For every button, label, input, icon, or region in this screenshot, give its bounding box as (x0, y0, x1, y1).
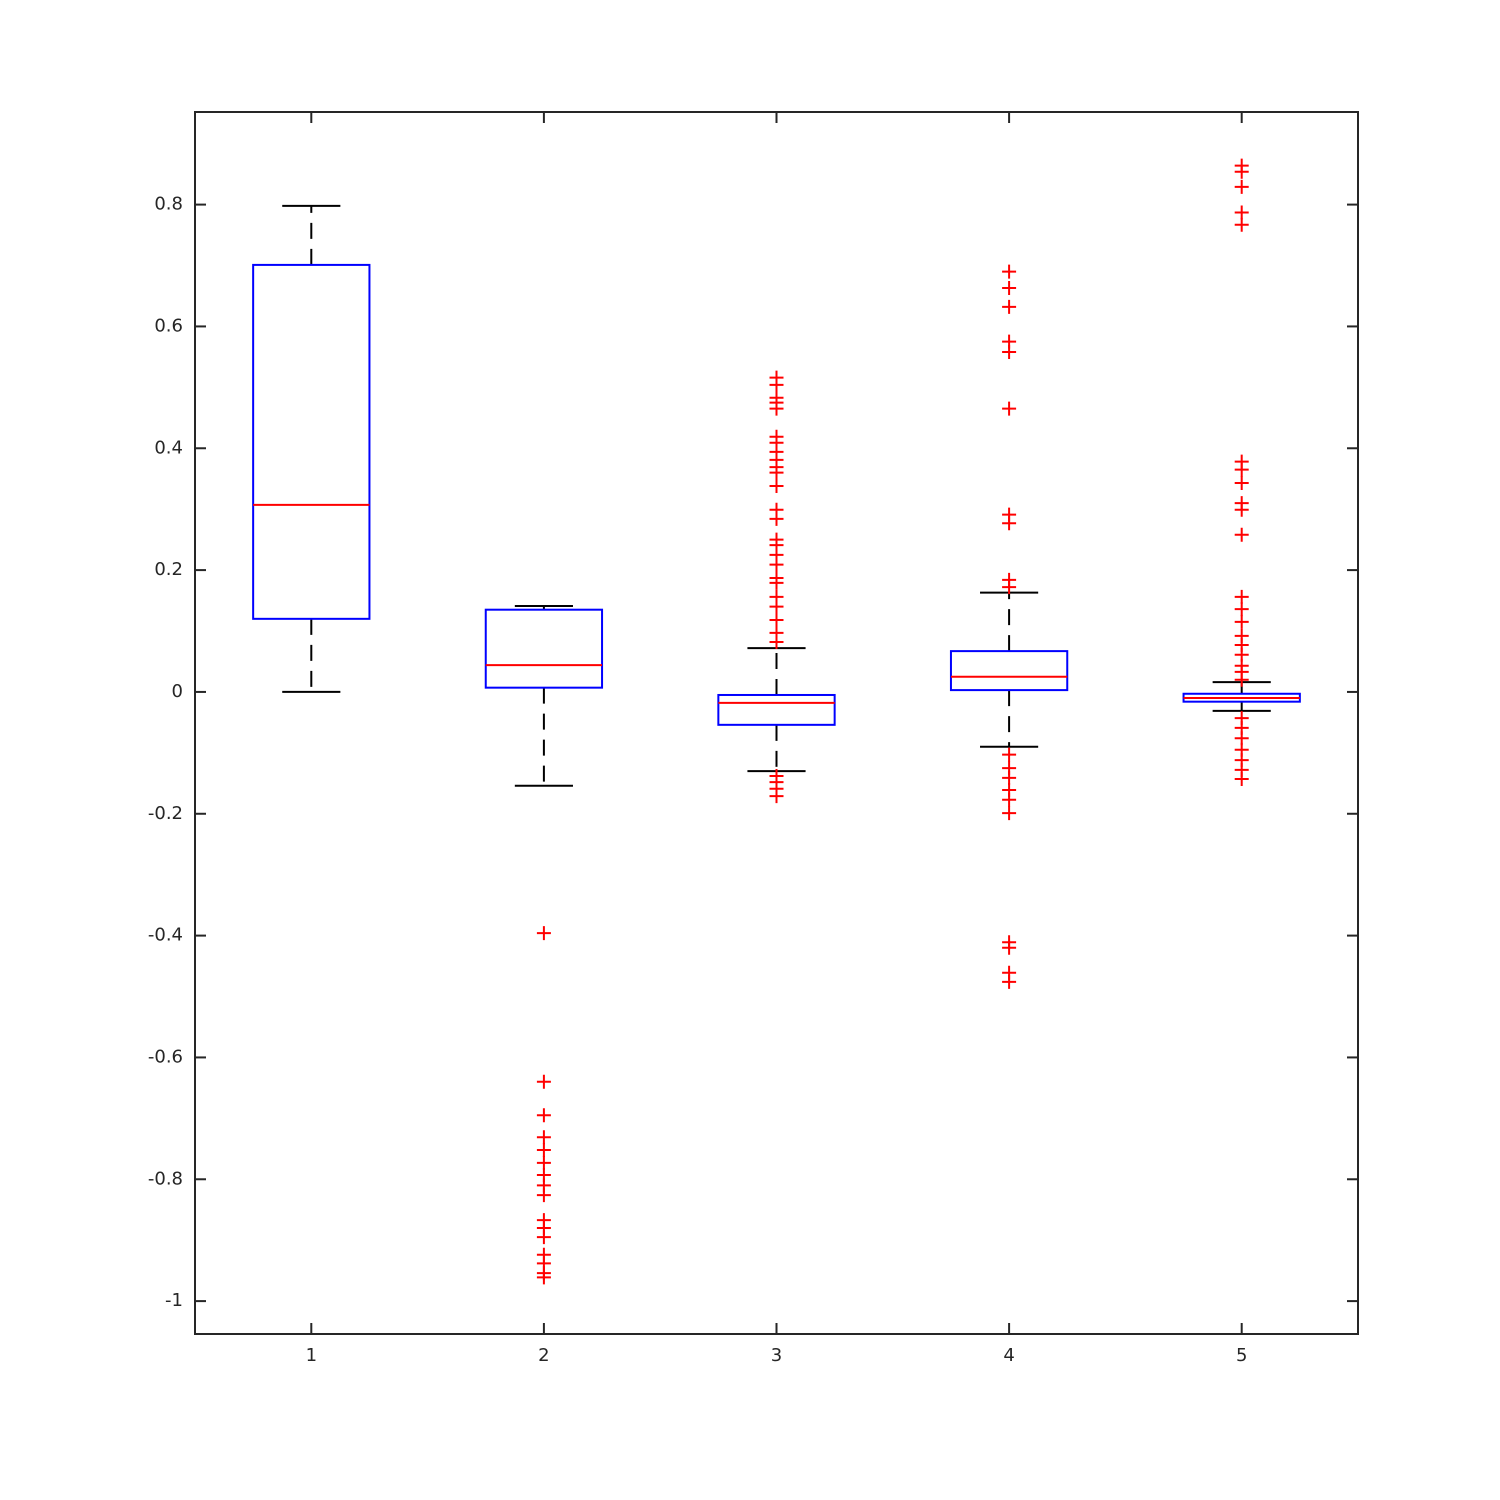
outlier (536, 926, 551, 941)
outlier (1234, 772, 1249, 787)
box (949, 650, 1069, 692)
y-tick-label: -1 (165, 1290, 183, 1311)
outlier (1234, 602, 1249, 617)
outlier (1234, 179, 1249, 194)
outlier (536, 1155, 551, 1170)
outlier (536, 1130, 551, 1145)
outlier (769, 377, 784, 392)
y-tick-label: 0.2 (154, 559, 183, 580)
outlier (1234, 462, 1249, 477)
y-tick-label: -0.8 (148, 1168, 183, 1189)
outlier (1002, 770, 1017, 785)
y-tick-label: -0.4 (148, 925, 183, 946)
outlier (1002, 264, 1017, 279)
outlier (1002, 792, 1017, 807)
outlier (769, 479, 784, 494)
x-tick-label: 3 (771, 1345, 782, 1366)
outlier (769, 634, 784, 649)
outlier (536, 1230, 551, 1245)
outlier (1234, 672, 1249, 687)
outlier (769, 465, 784, 480)
outlier (1002, 299, 1017, 314)
x-tick-label: 2 (538, 1345, 549, 1366)
outlier (769, 511, 784, 526)
outlier (1002, 516, 1017, 531)
y-tick-label: 0.6 (154, 315, 183, 336)
outlier (1234, 217, 1249, 232)
outlier (769, 557, 784, 572)
outlier (769, 599, 784, 614)
outlier (1234, 589, 1249, 604)
box (252, 263, 371, 620)
outlier (536, 1143, 551, 1158)
outlier (769, 401, 784, 416)
outlier (536, 1270, 551, 1285)
outlier (1234, 502, 1249, 517)
y-tick-label: 0.4 (154, 437, 183, 458)
outlier (536, 1188, 551, 1203)
outlier (1002, 281, 1017, 296)
x-tick-label: 4 (1003, 1345, 1014, 1366)
y-tick-label: 0 (172, 681, 183, 702)
outlier (1002, 747, 1017, 762)
outlier (1002, 401, 1017, 416)
outlier (1002, 974, 1017, 989)
y-tick-label: 0.8 (154, 194, 183, 215)
x-tick-label: 5 (1236, 1345, 1247, 1366)
outlier (1234, 205, 1249, 220)
outlier (1002, 345, 1017, 360)
outlier (1234, 475, 1249, 490)
plot-frame (194, 111, 1359, 1335)
outlier (1002, 806, 1017, 821)
outlier (536, 1108, 551, 1123)
y-tick-label: -0.6 (148, 1046, 183, 1067)
x-tick-label: 1 (306, 1345, 317, 1366)
box (484, 608, 604, 689)
y-tick-label: -0.2 (148, 803, 183, 824)
outlier (769, 575, 784, 590)
box (717, 693, 836, 726)
outlier (536, 1074, 551, 1089)
outlier (1234, 164, 1249, 179)
outlier (1002, 580, 1017, 595)
outlier (769, 789, 784, 804)
outlier (769, 613, 784, 628)
outlier (1002, 940, 1017, 955)
outlier (1234, 614, 1249, 629)
outlier (1234, 527, 1249, 542)
